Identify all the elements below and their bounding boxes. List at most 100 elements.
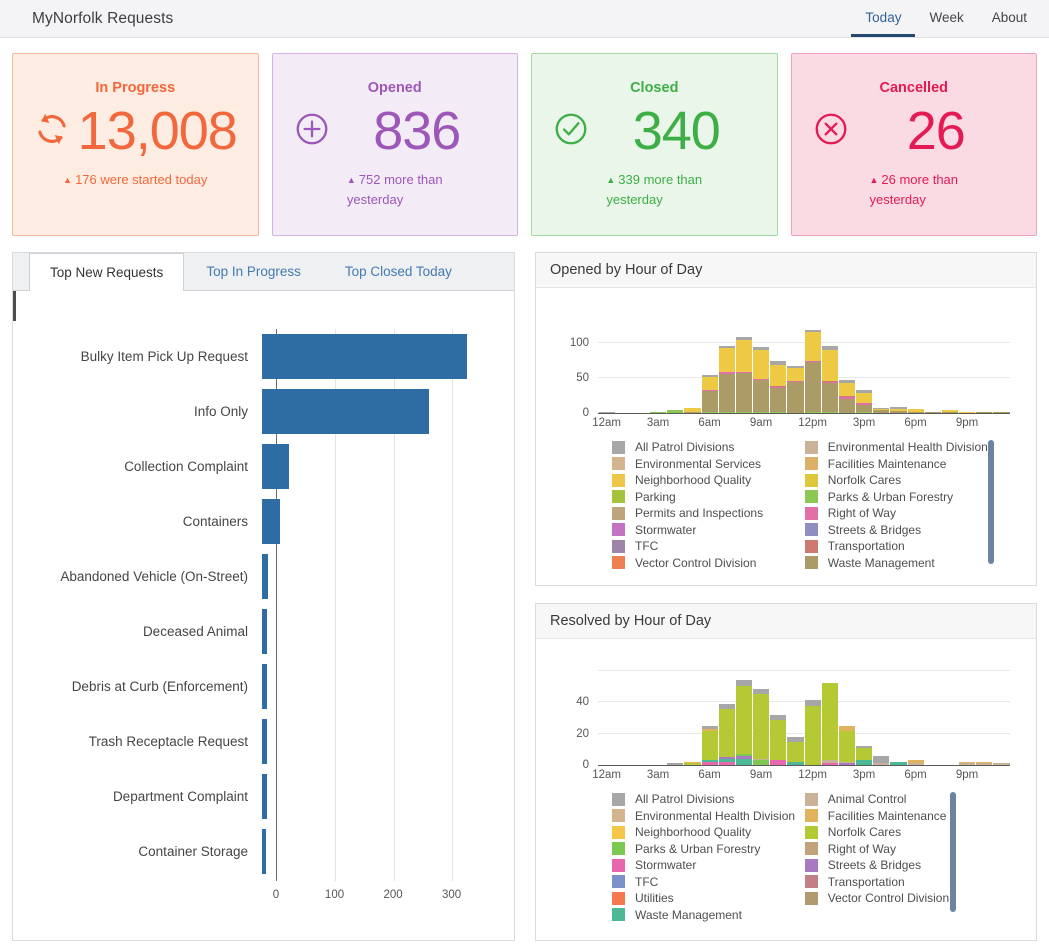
- bar[interactable]: [262, 609, 268, 654]
- legend-item[interactable]: All Patrol Divisions: [612, 439, 805, 456]
- hour-column[interactable]: [856, 664, 873, 765]
- hour-column[interactable]: [856, 313, 873, 413]
- legend-item[interactable]: Waste Management: [612, 907, 805, 924]
- hour-column[interactable]: [598, 313, 615, 413]
- hour-column[interactable]: [993, 664, 1010, 765]
- legend-item[interactable]: All Patrol Divisions: [612, 791, 805, 808]
- legend-item[interactable]: Facilities Maintenance: [804, 456, 1036, 473]
- legend-item[interactable]: Streets & Bridges: [804, 522, 1036, 539]
- legend-item[interactable]: Parks & Urban Forestry: [612, 841, 805, 858]
- hour-column[interactable]: [753, 664, 770, 765]
- hour-column[interactable]: [821, 664, 838, 765]
- tab-about[interactable]: About: [991, 9, 1027, 25]
- legend-item[interactable]: Norfolk Cares: [804, 824, 1036, 841]
- bar[interactable]: [262, 719, 267, 764]
- bar[interactable]: [262, 829, 267, 874]
- legend-item[interactable]: Facilities Maintenance: [804, 808, 1036, 825]
- hour-column[interactable]: [753, 313, 770, 413]
- legend-scrollbar-thumb[interactable]: [950, 792, 956, 912]
- hour-column[interactable]: [667, 313, 684, 413]
- hour-column[interactable]: [976, 664, 993, 765]
- hour-column[interactable]: [907, 664, 924, 765]
- hour-column[interactable]: [735, 664, 753, 765]
- panel-scrollbar-thumb[interactable]: [13, 291, 16, 321]
- legend-scrollbar-thumb[interactable]: [988, 440, 994, 564]
- tab-today[interactable]: Today: [851, 0, 916, 37]
- tab-top-in-progress[interactable]: Top In Progress: [206, 264, 301, 279]
- bar[interactable]: [262, 444, 289, 489]
- legend-item[interactable]: Streets & Bridges: [804, 857, 1036, 874]
- card-in-progress[interactable]: In Progress 13,008 ▲ 176 were started tod…: [12, 53, 259, 236]
- hour-column[interactable]: [924, 664, 941, 765]
- legend-item[interactable]: Parks & Urban Forestry: [804, 489, 1036, 506]
- hour-column[interactable]: [718, 664, 735, 765]
- hour-column[interactable]: [632, 313, 649, 413]
- legend-item[interactable]: Environmental Health Division: [612, 808, 805, 825]
- legend-item[interactable]: Environmental Services: [612, 456, 805, 473]
- card-cancelled[interactable]: Cancelled 26 ▲ 26 more than yesterday: [790, 53, 1037, 236]
- hour-column[interactable]: [787, 664, 804, 765]
- hour-column[interactable]: [959, 313, 976, 413]
- bar[interactable]: [262, 774, 267, 819]
- hour-column[interactable]: [598, 664, 615, 765]
- hour-column[interactable]: [701, 664, 718, 765]
- card-opened[interactable]: Opened 836 ▲ 752 more than yesterday: [271, 53, 518, 236]
- hour-column[interactable]: [770, 313, 787, 413]
- legend-item[interactable]: Vector Control Division: [804, 890, 1036, 907]
- legend-item[interactable]: Right of Way: [804, 505, 1036, 522]
- bar[interactable]: [262, 389, 429, 434]
- bar[interactable]: [262, 334, 467, 379]
- hour-column[interactable]: [684, 313, 701, 413]
- hour-column[interactable]: [667, 664, 684, 765]
- legend-item[interactable]: Stormwater: [612, 522, 805, 539]
- hour-column[interactable]: [615, 313, 632, 413]
- hour-column[interactable]: [924, 313, 941, 413]
- hour-column[interactable]: [873, 313, 890, 413]
- hour-column[interactable]: [804, 664, 821, 765]
- hour-column[interactable]: [838, 313, 856, 413]
- hour-column[interactable]: [632, 664, 649, 765]
- hour-column[interactable]: [890, 313, 907, 413]
- hour-column[interactable]: [941, 664, 958, 765]
- hour-column[interactable]: [804, 313, 821, 413]
- legend-item[interactable]: Vector Control Division: [612, 555, 805, 572]
- hour-column[interactable]: [787, 313, 804, 413]
- hour-column[interactable]: [615, 664, 632, 765]
- legend-item[interactable]: TFC: [612, 538, 805, 555]
- legend-item[interactable]: Right of Way: [804, 841, 1036, 858]
- hour-column[interactable]: [959, 664, 976, 765]
- hour-column[interactable]: [890, 664, 907, 765]
- tab-top-closed-today[interactable]: Top Closed Today: [344, 264, 452, 279]
- tab-top-new-requests[interactable]: Top New Requests: [29, 253, 185, 291]
- legend-item[interactable]: Neighborhood Quality: [612, 472, 805, 489]
- legend-item[interactable]: Norfolk Cares: [804, 472, 1036, 489]
- hour-column[interactable]: [701, 313, 718, 413]
- legend-item[interactable]: Animal Control: [804, 791, 1036, 808]
- legend-item[interactable]: TFC: [612, 874, 805, 891]
- hour-column[interactable]: [684, 664, 701, 765]
- legend-item[interactable]: Parking: [612, 489, 805, 506]
- hour-column[interactable]: [650, 313, 667, 413]
- hour-column[interactable]: [993, 313, 1010, 413]
- legend-item[interactable]: Transportation: [804, 874, 1036, 891]
- bar[interactable]: [262, 554, 269, 599]
- hour-column[interactable]: [976, 313, 993, 413]
- hour-column[interactable]: [941, 313, 959, 413]
- legend-item[interactable]: Stormwater: [612, 857, 805, 874]
- bar[interactable]: [262, 499, 281, 544]
- legend-item[interactable]: Permits and Inspections: [612, 505, 805, 522]
- hour-column[interactable]: [718, 313, 735, 413]
- legend-item[interactable]: Environmental Health Division: [804, 439, 1036, 456]
- legend-item[interactable]: Neighborhood Quality: [612, 824, 805, 841]
- tab-week[interactable]: Week: [929, 9, 964, 25]
- hour-column[interactable]: [650, 664, 667, 765]
- hour-column[interactable]: [821, 313, 838, 413]
- legend-item[interactable]: Transportation: [804, 538, 1036, 555]
- hour-column[interactable]: [735, 313, 753, 413]
- hour-column[interactable]: [770, 664, 787, 765]
- hour-column[interactable]: [838, 664, 856, 765]
- bar[interactable]: [262, 664, 268, 709]
- legend-item[interactable]: Waste Management: [804, 555, 1036, 572]
- hour-column[interactable]: [873, 664, 890, 765]
- hour-column[interactable]: [907, 313, 924, 413]
